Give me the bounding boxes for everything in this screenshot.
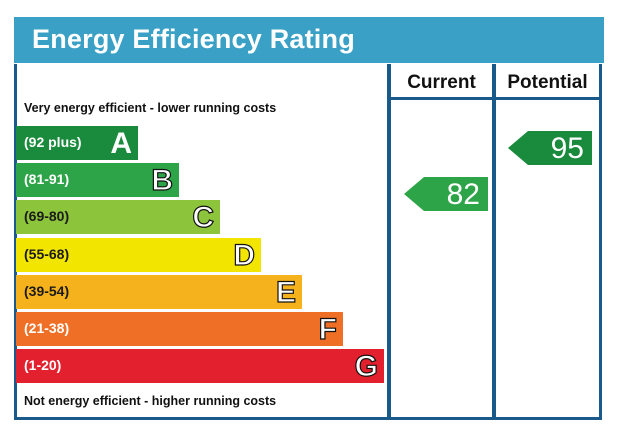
potential-arrow-shape bbox=[508, 131, 592, 165]
band-b-range: (81-91) bbox=[24, 171, 70, 188]
chart-frame bbox=[14, 64, 602, 420]
band-b: (81-91) B bbox=[16, 163, 179, 198]
band-f-letter: F bbox=[318, 312, 338, 346]
band-e-letter: E bbox=[275, 275, 296, 309]
band-e-range: (39-54) bbox=[24, 282, 70, 299]
chart-title: Energy Efficiency Rating bbox=[32, 24, 355, 54]
band-f-range: (21-38) bbox=[24, 320, 70, 336]
current-rating-value: 82 bbox=[446, 178, 480, 212]
column-header-underline bbox=[387, 97, 602, 100]
band-a: (92 plus) A bbox=[16, 126, 138, 160]
potential-column-header: Potential bbox=[507, 72, 588, 93]
current-arrow-shape bbox=[404, 177, 488, 212]
band-a-letter: A bbox=[110, 127, 132, 160]
band-c-range: (69-80) bbox=[24, 208, 70, 225]
band-c: (69-80) C bbox=[16, 200, 220, 235]
current-column-left-divider bbox=[387, 64, 391, 420]
top-strip bbox=[0, 0, 618, 14]
band-g-letter: G bbox=[354, 350, 379, 384]
current-column-header: Current bbox=[407, 72, 476, 93]
current-rating-arrow: 82 bbox=[404, 177, 488, 212]
legend-top-text: Very energy efficient - lower running co… bbox=[24, 101, 277, 115]
band-e: (39-54) E bbox=[16, 274, 302, 309]
legend-bottom-text: Not energy efficient - higher running co… bbox=[24, 394, 277, 408]
rating-header: Energy Efficiency Rating bbox=[14, 17, 604, 63]
potential-rating-value: 95 bbox=[550, 132, 584, 165]
band-c-letter: C bbox=[192, 201, 215, 235]
band-g: (1-20) G bbox=[16, 349, 384, 384]
band-d-range: (55-68) bbox=[24, 245, 70, 262]
band-b-letter: B bbox=[151, 164, 174, 198]
band-d-letter: D bbox=[233, 238, 256, 272]
band-a-range: (92 plus) bbox=[24, 134, 82, 150]
band-g-range: (1-20) bbox=[24, 357, 62, 374]
current-column-right-divider bbox=[492, 64, 496, 420]
potential-rating-arrow: 95 bbox=[508, 131, 592, 165]
band-d: (55-68) D bbox=[16, 237, 261, 272]
band-f: (21-38) F bbox=[16, 312, 343, 347]
